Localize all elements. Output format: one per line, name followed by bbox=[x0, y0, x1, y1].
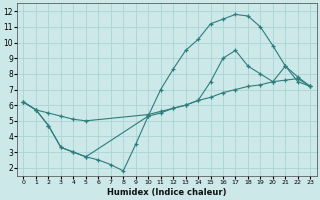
X-axis label: Humidex (Indice chaleur): Humidex (Indice chaleur) bbox=[107, 188, 227, 197]
